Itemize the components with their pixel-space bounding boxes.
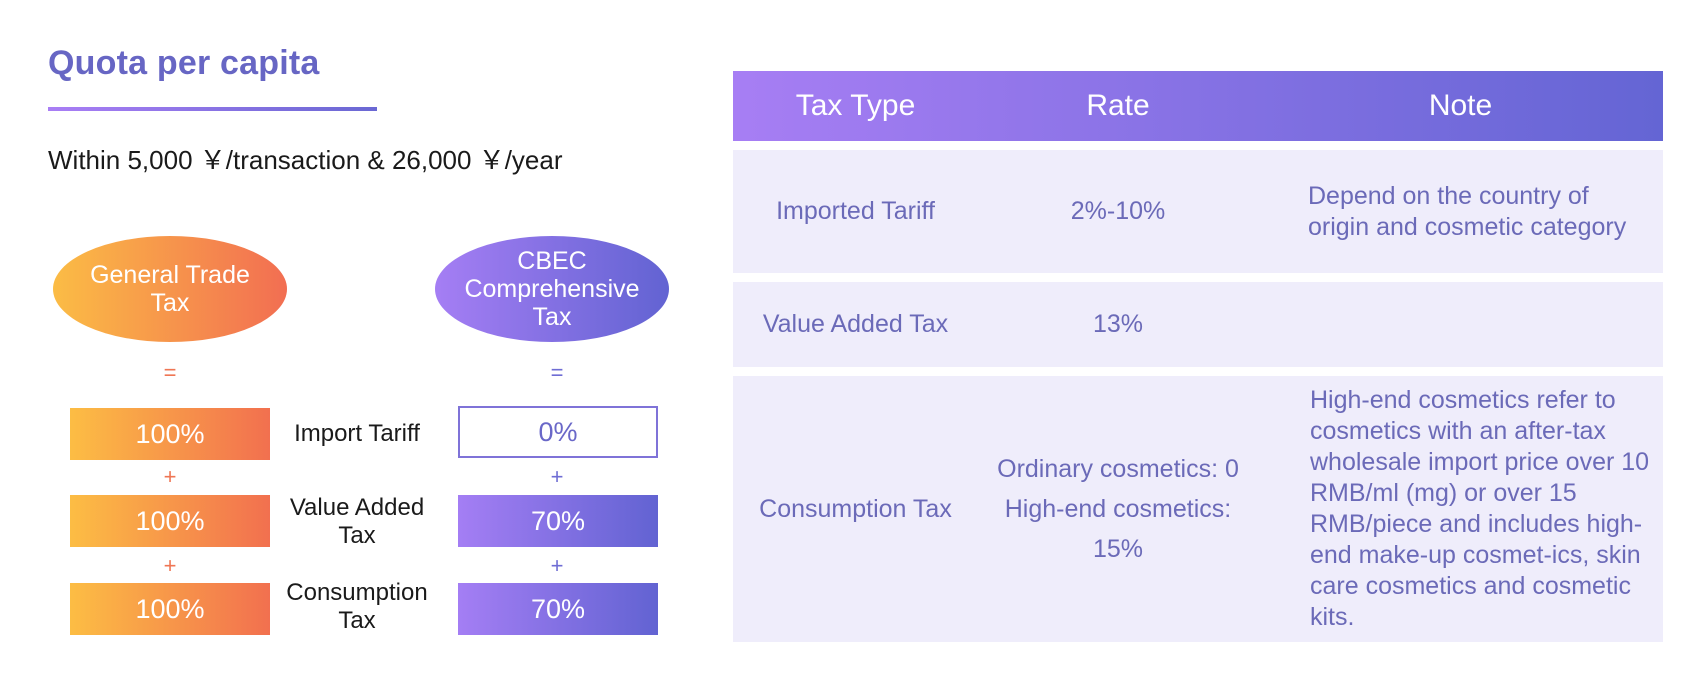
vat-label-line1: Value Added xyxy=(289,494,425,521)
row-rate: 2%-10% xyxy=(1070,197,1166,225)
row-tax-type: Consumption Tax xyxy=(759,494,952,523)
cbec-plus-1: + xyxy=(550,464,564,489)
row-note: High-end cosmetics refer to cosmetics wi… xyxy=(1310,376,1655,642)
table-row: Value Added Tax 13% xyxy=(733,282,1663,367)
general-trade-equals: = xyxy=(163,360,177,385)
general-trade-label-line1: General Trade xyxy=(90,261,250,289)
table-row: Consumption Tax Ordinary cosmetics: 0 Hi… xyxy=(733,376,1663,642)
consumption-label-line1: Consumption xyxy=(286,579,428,606)
cbec-vat-box: 70% xyxy=(458,495,658,547)
cbec-equals: = xyxy=(550,360,564,385)
row-note-text: High-end cosmetics refer to cosmetics wi… xyxy=(1310,386,1650,631)
general-trade-vat-box: 100% xyxy=(70,495,270,547)
title-underline xyxy=(48,107,377,111)
cbec-comprehensive-tax-ellipse: CBEC Comprehensive Tax xyxy=(435,236,669,342)
row-tax-type: Imported Tariff xyxy=(776,197,935,225)
general-trade-label-line2: Tax xyxy=(150,289,190,317)
header-tax-type: Tax Type xyxy=(795,89,916,122)
import-tariff-label: Import Tariff xyxy=(294,420,420,447)
row-note: Depend on the country of origin and cosm… xyxy=(1308,150,1653,273)
cbec-tariff-box: 0% xyxy=(458,406,658,458)
general-trade-consumption-box: 100% xyxy=(70,583,270,635)
cbec-label-line2: Comprehensive xyxy=(464,275,640,303)
row-rate: Ordinary cosmetics: 0 High-end cosmetics… xyxy=(978,376,1258,642)
header-rate: Rate xyxy=(1086,89,1150,122)
rate-high-end: High-end cosmetics: 15% xyxy=(1004,495,1232,563)
consumption-tax-label: Consumption Tax xyxy=(272,579,442,635)
cbec-plus-2: + xyxy=(550,553,564,578)
cbec-consumption-box: 70% xyxy=(458,583,658,635)
general-trade-plus-2: + xyxy=(163,553,177,578)
row-note-text: Depend on the country of origin and cosm… xyxy=(1308,181,1627,241)
general-trade-plus-1: + xyxy=(163,464,177,489)
general-trade-tax-ellipse: General Trade Tax xyxy=(53,236,287,342)
quota-limit-text: Within 5,000 ￥/transaction & 26,000 ￥/ye… xyxy=(48,145,563,175)
rate-ordinary: Ordinary cosmetics: 0 xyxy=(997,455,1239,483)
row-note xyxy=(1308,282,1653,367)
row-tax-type: Value Added Tax xyxy=(762,310,949,338)
header-note: Note xyxy=(1428,89,1493,122)
table-header: Tax Type Rate Note xyxy=(733,71,1663,141)
table-row: Imported Tariff 2%-10% Depend on the cou… xyxy=(733,150,1663,273)
vat-label-line2: Tax xyxy=(338,522,376,549)
cbec-label-line1: CBEC xyxy=(517,247,587,275)
row-rate: 13% xyxy=(1092,310,1144,338)
quota-title: Quota per capita xyxy=(48,44,320,82)
cbec-label-line3: Tax xyxy=(532,303,572,331)
value-added-tax-label: Value Added Tax xyxy=(272,494,442,550)
consumption-label-line2: Tax xyxy=(338,607,376,634)
general-trade-tariff-box: 100% xyxy=(70,408,270,460)
